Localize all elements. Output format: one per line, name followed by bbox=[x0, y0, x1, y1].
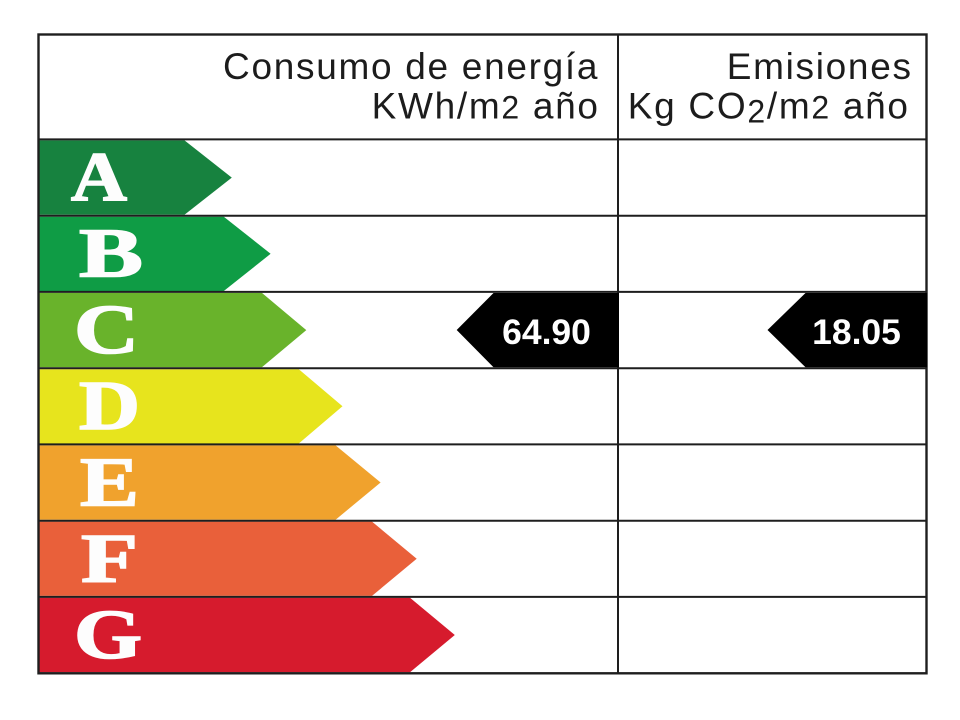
svg-text:G: G bbox=[74, 597, 142, 674]
svg-text:E: E bbox=[80, 444, 139, 521]
svg-text:Emisiones: Emisiones bbox=[727, 46, 913, 87]
svg-text:KWh/m2 año: KWh/m2 año bbox=[372, 86, 600, 127]
svg-text:D: D bbox=[79, 368, 140, 445]
svg-text:F: F bbox=[81, 521, 138, 598]
svg-text:A: A bbox=[71, 140, 127, 217]
svg-text:C: C bbox=[74, 292, 139, 369]
svg-text:18.05: 18.05 bbox=[812, 312, 901, 352]
svg-text:64.90: 64.90 bbox=[502, 312, 591, 352]
svg-text:B: B bbox=[79, 216, 143, 293]
svg-text:Consumo de energía: Consumo de energía bbox=[223, 46, 599, 87]
svg-text:Kg CO2/m2 año: Kg CO2/m2 año bbox=[628, 86, 910, 130]
